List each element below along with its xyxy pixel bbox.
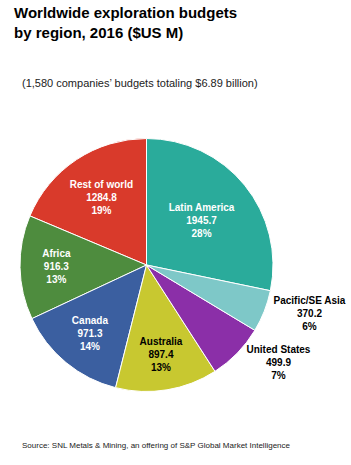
svg-text:Africa916.313%: Africa916.313%: [42, 248, 71, 285]
svg-text:Canada971.314%: Canada971.314%: [72, 315, 109, 352]
svg-text:(1,580 companies’ budgets tota: (1,580 companies’ budgets totaling $6.89…: [22, 77, 258, 89]
svg-text:Australia897.413%: Australia897.413%: [140, 336, 183, 373]
svg-text:Rest of world1284.819%: Rest of world1284.819%: [70, 179, 133, 216]
svg-text:Pacific/SE Asia370.26%: Pacific/SE Asia370.26%: [274, 295, 346, 332]
svg-text:Source: SNL Metals & Mining, a: Source: SNL Metals & Mining, an offering…: [22, 441, 291, 450]
svg-text:Latin America1945.728%: Latin America1945.728%: [169, 202, 235, 239]
svg-text:United States499.97%: United States499.97%: [247, 344, 311, 381]
svg-text:Worldwide exploration budgetsb: Worldwide exploration budgetsby region, …: [14, 4, 237, 41]
